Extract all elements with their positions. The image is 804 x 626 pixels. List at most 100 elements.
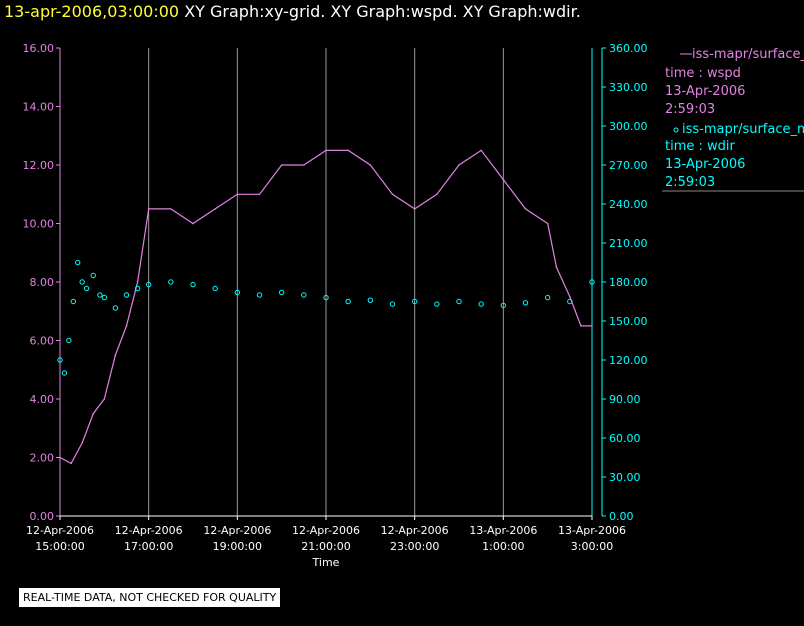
x-tick-date-5: 13-Apr-2006 [469, 524, 537, 537]
y-right-tick-label-8: 240.00 [609, 198, 648, 211]
legend-wspd-field: time : wspd [665, 66, 741, 81]
series-wdir-point-2 [66, 337, 72, 344]
series-wspd-point-3 [92, 412, 95, 415]
series-wdir-point-15 [190, 281, 196, 288]
series-wspd-point-22 [458, 164, 460, 166]
series-wdir-point-4 [75, 259, 81, 266]
series-wspd-point-25 [524, 208, 527, 210]
y-right-tick-label-2: 60.00 [609, 432, 641, 445]
y-right-tick-label-4: 120.00 [609, 354, 648, 367]
legend-wspd-date: 13-Apr-2006 [665, 84, 746, 99]
x-tick-date-4: 12-Apr-2006 [381, 524, 449, 537]
series-wdir-point-26 [434, 301, 440, 307]
series-wdir-point-27 [456, 298, 462, 305]
series-wdir-point-12 [134, 285, 141, 292]
series-wspd-point-24 [502, 178, 505, 181]
series-wspd-point-16 [325, 149, 327, 152]
series-wdir-point-10 [112, 305, 119, 311]
series-wdir-point-5 [79, 279, 85, 285]
series-wdir-point-32 [567, 298, 573, 305]
x-tick-time-2: 19:00:00 [213, 540, 262, 553]
series-wspd-point-7 [136, 281, 139, 283]
x-tick-time-1: 17:00:00 [124, 540, 173, 553]
y-left-tick-label-5: 10.00 [23, 218, 55, 231]
series-wdir-point-22 [345, 298, 351, 305]
legend-wdir-source: iss-mapr/surface_m [682, 122, 804, 137]
series-wdir-point-1 [61, 370, 68, 376]
x-tick-date-1: 12-Apr-2006 [115, 524, 183, 537]
series-wspd-point-28 [569, 295, 571, 298]
series-wspd-point-8 [147, 208, 150, 210]
series-wdir-point-9 [101, 294, 108, 301]
series-wdir-point-16 [212, 285, 218, 292]
series-wdir-point-19 [278, 289, 285, 296]
series-wspd-point-0 [59, 456, 61, 459]
x-tick-time-5: 1:00:00 [482, 540, 524, 553]
series-wdir-point-8 [97, 292, 103, 298]
series-wspd-point-11 [214, 208, 216, 210]
y-left-tick-label-3: 6.00 [30, 335, 55, 348]
header-timestamp: 13-apr-2006,03:00:00 [4, 2, 180, 21]
series-wdir-point-24 [389, 301, 396, 307]
series-wspd-point-18 [369, 164, 372, 166]
series-wdir-point-17 [234, 289, 241, 296]
quality-disclaimer: REAL-TIME DATA, NOT CHECKED FOR QUALITY [19, 588, 281, 607]
series-wspd-point-1 [70, 462, 72, 465]
series-wspd-point-9 [170, 208, 172, 210]
series-wdir-point-18 [256, 292, 263, 298]
y-left-tick-label-8: 16.00 [23, 42, 55, 55]
legend-markers [662, 53, 804, 192]
series-wspd-point-13 [258, 193, 261, 196]
series-wspd-point-5 [114, 354, 117, 356]
y-left-tick-label-1: 2.00 [30, 452, 55, 465]
y-left-tick-label-7: 14.00 [23, 101, 55, 114]
series-wdir-point-11 [123, 292, 130, 298]
series-wspd-point-4 [103, 398, 106, 400]
series-wspd-point-19 [391, 193, 394, 196]
y-right-tick-label-10: 300.00 [609, 120, 648, 133]
series-wdir-point-0 [57, 357, 63, 363]
y-left-tick-label-0: 0.00 [30, 510, 55, 523]
series-wspd-point-2 [81, 442, 83, 444]
series-wspd-point-12 [236, 193, 239, 196]
legend-wdir-time: 2:59:03 [665, 175, 716, 190]
series-wdir-point-20 [301, 292, 307, 298]
x-tick-date-0: 12-Apr-2006 [26, 524, 94, 537]
x-tick-date-6: 13-Apr-2006 [558, 524, 626, 537]
y-right-tick-label-3: 90.00 [609, 393, 641, 406]
legend: iss-mapr/surface_m time : wspd 13-Apr-20… [662, 42, 804, 192]
header-graph-titles: XY Graph:xy-grid. XY Graph:wspd. XY Grap… [184, 2, 581, 21]
y-right-tick-label-1: 30.00 [609, 471, 641, 484]
series-wspd-point-6 [125, 325, 128, 327]
series-wspd-point-15 [303, 164, 305, 166]
series-wspd-point-17 [347, 149, 349, 152]
y-right-tick-label-6: 180.00 [609, 276, 648, 289]
y-right-tick-label-9: 270.00 [609, 159, 648, 172]
series-wdir-point-6 [83, 285, 90, 292]
series-wdir-point-28 [478, 301, 484, 307]
series-wdir-point-14 [168, 279, 174, 285]
y-left-tick-label-6: 12.00 [23, 159, 55, 172]
x-tick-date-2: 12-Apr-2006 [203, 524, 271, 537]
series-wspd-point-21 [436, 193, 438, 196]
series-wspd-point-23 [480, 149, 482, 152]
series-wdir-point-30 [522, 300, 529, 306]
series-wdir-point-29 [500, 302, 507, 309]
series-wspd-point-20 [413, 208, 416, 210]
series-wspd-point-26 [546, 222, 549, 225]
legend-wdir-field: time : wdir [665, 139, 735, 154]
legend-wspd-time: 2:59:03 [665, 102, 716, 117]
legend-wdir-marker-icon [673, 127, 679, 133]
legend-wspd-source: iss-mapr/surface_m [692, 47, 804, 62]
header: 13-apr-2006,03:00:00 XY Graph:xy-grid. X… [4, 0, 581, 24]
legend-wdir-date: 13-Apr-2006 [665, 157, 746, 172]
y-right-tick-label-7: 210.00 [609, 237, 648, 250]
series-wspd-point-30 [591, 325, 593, 327]
series-wdir-point-33 [589, 279, 595, 285]
series-wdir-point-31 [544, 294, 551, 301]
series-wdir-point-21 [323, 294, 329, 301]
y-right-tick-label-5: 150.00 [609, 315, 648, 328]
series-wdir-point-13 [145, 281, 152, 288]
x-tick-time-3: 21:00:00 [301, 540, 350, 553]
y-right-tick-label-12: 360.00 [609, 42, 648, 55]
